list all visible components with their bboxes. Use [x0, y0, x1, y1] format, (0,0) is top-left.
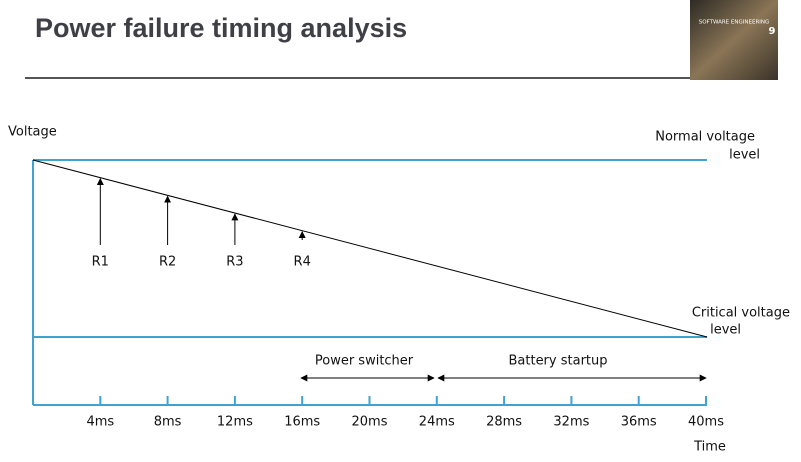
time-tick-label: 16ms: [284, 415, 320, 430]
phase-label: Power switcher: [315, 354, 414, 369]
time-tick-label: 40ms: [688, 415, 724, 430]
reading-label: R2: [159, 255, 176, 270]
cover-edition: 9: [769, 26, 776, 37]
time-tick-label: 36ms: [621, 415, 657, 430]
time-tick-label: 20ms: [352, 415, 388, 430]
level-label: level: [710, 323, 741, 338]
time-tick-label: 28ms: [486, 415, 522, 430]
time-tick-label: 12ms: [217, 415, 253, 430]
x-axis-label: Time: [693, 440, 726, 455]
time-tick-label: 24ms: [419, 415, 455, 430]
time-tick-label: 8ms: [154, 415, 182, 430]
time-tick-label: 4ms: [86, 415, 114, 430]
slide-title: Power failure timing analysis: [35, 13, 407, 43]
reading-label: R1: [92, 255, 109, 270]
book-cover: SOFTWARE ENGINEERING 9: [690, 0, 778, 80]
time-tick-label: 32ms: [553, 415, 589, 430]
reading-label: R4: [294, 255, 311, 270]
level-label: Critical voltage: [692, 306, 790, 321]
voltage-decay: [32, 159, 708, 338]
level-label: level: [729, 148, 760, 163]
y-axis-label: Voltage: [8, 125, 57, 140]
cover-image: [690, 0, 778, 80]
level-label: Normal voltage: [655, 130, 755, 145]
phase-label: Battery startup: [508, 354, 607, 369]
reading-label: R3: [226, 255, 243, 270]
cover-series: SOFTWARE ENGINEERING: [699, 20, 770, 26]
